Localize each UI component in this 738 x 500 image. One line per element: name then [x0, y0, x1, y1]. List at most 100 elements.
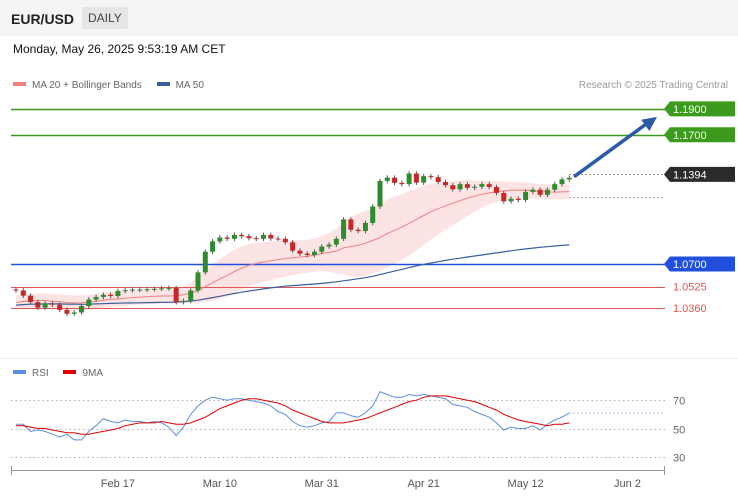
- symbol-title: EUR/USD: [11, 11, 75, 27]
- candle-body: [472, 186, 478, 188]
- header-bar: EUR/USD DAILY: [0, 0, 738, 36]
- candle-body: [304, 253, 310, 255]
- candle-body: [159, 288, 165, 290]
- candle-body: [93, 296, 99, 300]
- projection-arrow-shaft: [573, 120, 651, 178]
- candle-body: [399, 182, 405, 185]
- x-tick-label-1: Mar 10: [203, 478, 237, 490]
- candle-body: [231, 234, 237, 239]
- candle-body: [253, 238, 259, 240]
- candle-body: [180, 300, 186, 303]
- candle-body: [384, 177, 390, 181]
- candle-body: [341, 219, 347, 239]
- candle-body: [544, 189, 550, 195]
- price-tag-label-1: 1.1700: [673, 130, 707, 142]
- candle-body: [450, 185, 456, 190]
- candle-body: [406, 173, 412, 185]
- candle-body: [413, 173, 419, 183]
- ma50-line: [15, 244, 570, 306]
- candle-body: [370, 206, 376, 223]
- candle-body: [57, 304, 63, 310]
- price-tag-label-3: 1.0700: [673, 259, 707, 271]
- candle-body: [42, 303, 48, 308]
- candle-body: [129, 289, 135, 291]
- rsi-swatch: [13, 370, 26, 375]
- candle-body: [166, 287, 172, 289]
- ma20-swatch: [13, 82, 26, 87]
- candle-body: [261, 234, 267, 239]
- price-legend: MA 20 + Bollinger Bands MA 50: [13, 80, 204, 92]
- price-tag-1: [664, 127, 735, 143]
- candle-body: [333, 238, 339, 245]
- candle-body: [49, 303, 55, 305]
- candle-body: [311, 251, 317, 255]
- rsi-ma9-line: [16, 395, 570, 435]
- price-labels-layer: 1.1900 1.1700 1.1394 1.0700 1.0525 1.0360: [664, 101, 735, 315]
- price-tag-label-2: 1.1394: [673, 169, 707, 181]
- candle-body: [537, 189, 543, 195]
- rsi-pane: 70 50 30: [11, 391, 685, 465]
- price-tag-label-5: 1.0360: [673, 303, 707, 315]
- candle-body: [246, 236, 252, 239]
- candle-body: [493, 186, 499, 193]
- candle-body: [224, 237, 230, 239]
- projection-arrowhead: [641, 116, 657, 131]
- candle-body: [392, 177, 398, 183]
- candle-body: [239, 234, 245, 237]
- candle-body: [268, 234, 274, 239]
- moving-averages-layer: [15, 189, 570, 306]
- candle-body: [35, 302, 41, 308]
- candle-body: [195, 272, 201, 291]
- timeframe-button[interactable]: DAILY: [82, 7, 128, 29]
- candle-body: [144, 289, 150, 291]
- candle-body: [501, 192, 507, 202]
- candle-body: [173, 287, 179, 303]
- candles-layer: [13, 171, 572, 317]
- x-tick-label-5: Jun 2: [614, 478, 641, 490]
- candle-body: [326, 244, 332, 247]
- candle-body: [508, 198, 514, 202]
- price-tag-0: [664, 101, 735, 117]
- price-tag-3: [664, 256, 735, 272]
- rsi-tick-label-2: 30: [673, 453, 685, 465]
- candle-body: [210, 241, 216, 252]
- candle-body: [275, 238, 281, 240]
- rsi-legend: RSI 9MA: [13, 368, 103, 380]
- candle-body: [217, 237, 223, 242]
- candle-body: [188, 290, 194, 301]
- candle-body: [202, 251, 208, 273]
- price-tag-label-0: 1.1900: [673, 104, 707, 116]
- candle-body: [421, 176, 427, 183]
- candle-body: [282, 238, 288, 243]
- candle-body: [86, 299, 92, 306]
- candle-body: [530, 189, 536, 192]
- candle-body: [428, 176, 434, 178]
- ma50-swatch: [156, 82, 170, 87]
- ma20-line: [15, 189, 570, 304]
- candle-body: [523, 191, 529, 201]
- candle-body: [319, 246, 325, 252]
- ma20-legend-label: MA 20 + Bollinger Bands: [32, 80, 142, 91]
- candle-body: [515, 198, 521, 201]
- x-tick-label-3: Apr 21: [407, 478, 439, 490]
- credit-text: Research © 2025 Trading Central: [578, 80, 728, 91]
- candle-body: [28, 295, 34, 303]
- projection-arrow-layer: [573, 116, 657, 178]
- rsi-legend-label: RSI: [32, 368, 49, 379]
- candle-body: [100, 294, 106, 297]
- candle-body: [348, 219, 354, 230]
- x-tick-label-2: Mar 31: [305, 478, 339, 490]
- candle-body: [108, 294, 114, 297]
- ma9-swatch: [63, 370, 77, 375]
- candle-body: [71, 312, 77, 314]
- candle-body: [355, 229, 361, 232]
- candle-body: [552, 184, 558, 190]
- candle-body: [64, 309, 70, 314]
- rsi-tick-label-1: 50: [673, 425, 685, 437]
- candle-body: [486, 184, 492, 187]
- candle-body: [297, 250, 303, 254]
- ma50-legend-label: MA 50: [175, 80, 204, 91]
- candle-body: [115, 290, 121, 297]
- candle-body: [79, 306, 85, 313]
- candle-body: [20, 290, 26, 296]
